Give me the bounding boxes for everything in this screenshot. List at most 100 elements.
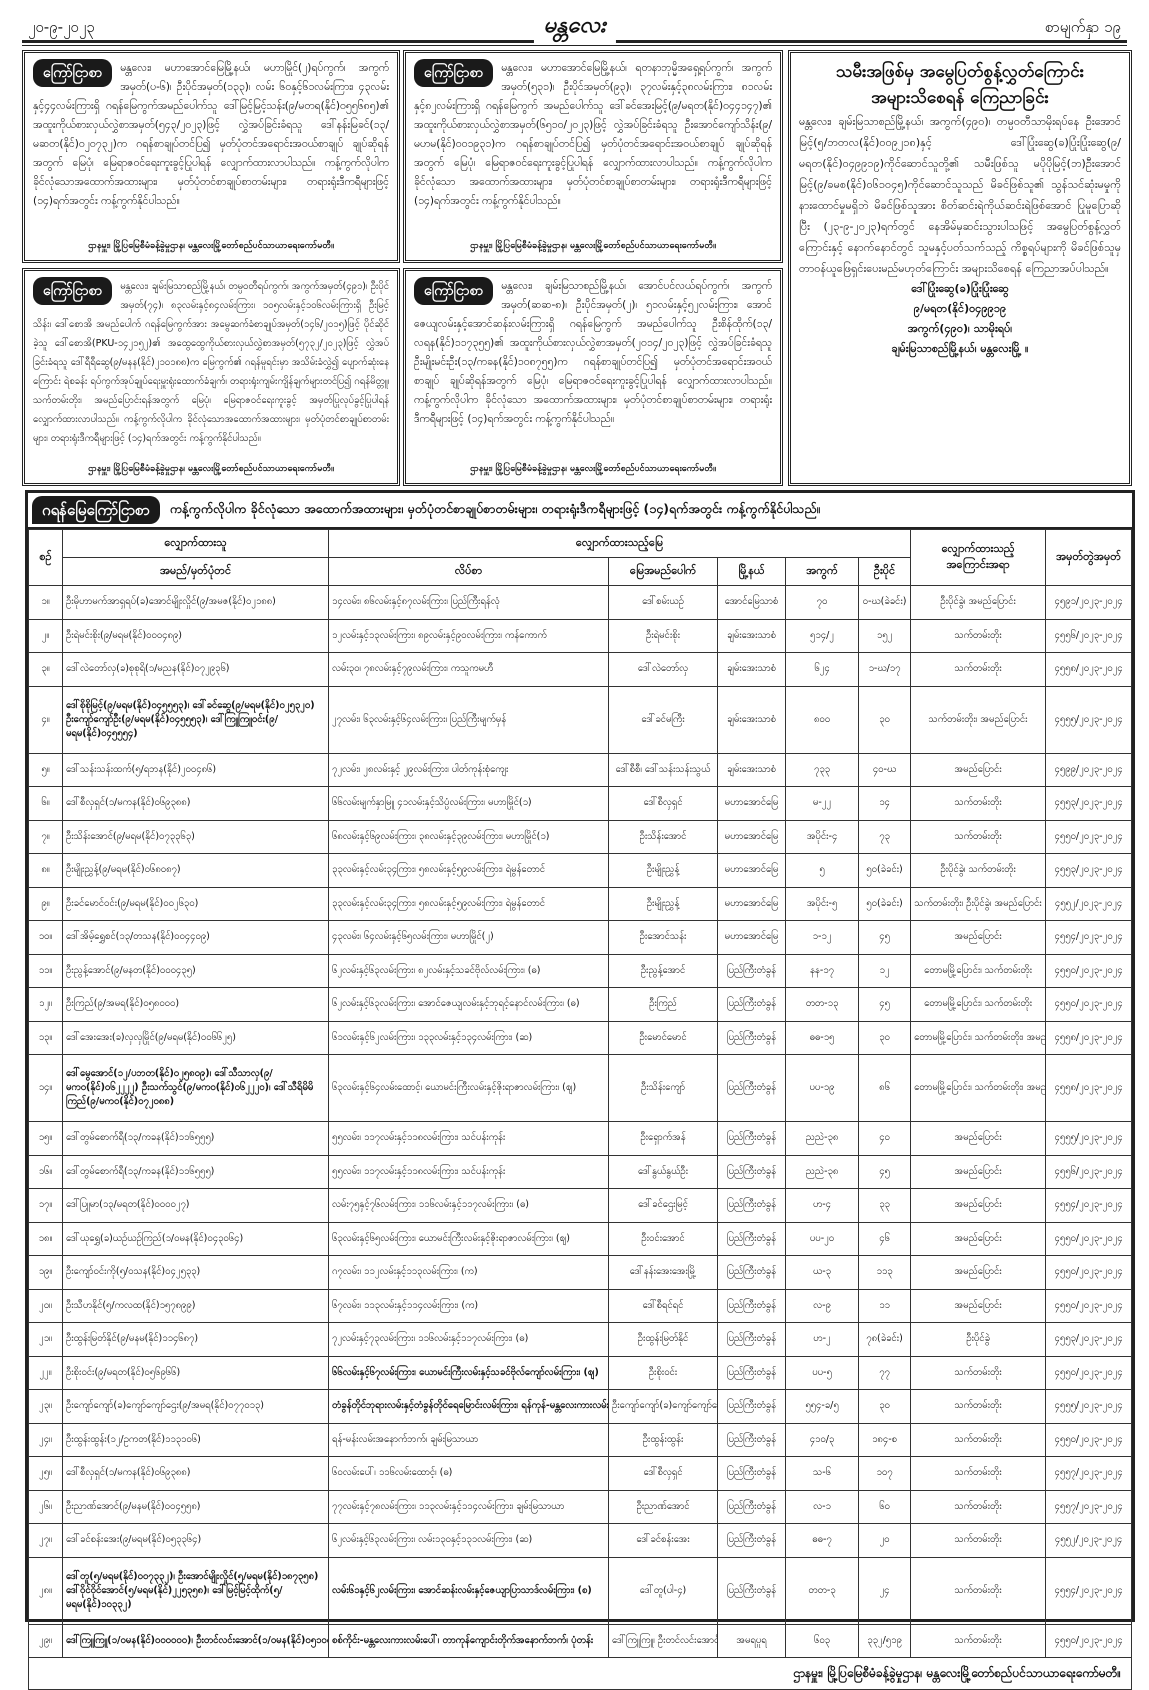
- row-no: ၂၂။: [28, 1355, 63, 1390]
- notice-badge: ကြော်ငြာစာ: [414, 59, 494, 87]
- table-row: ၁၆။ ဒေါ်တွမ်စောက်ရီ(၁၃/ကခန(နိုင်)၁၁၆၅၅၅) ၅…: [28, 1154, 1132, 1189]
- plot-no: ၁၄: [857, 786, 912, 821]
- applicant-name: ဒေါ်အိမ့်ရွှေစင်(၁၃/တသန(နိုင်)၀၀၄၄၀၉): [62, 920, 329, 955]
- page-header: ၂၀-၉-၂၀၂၃ မန္တလေး စာမျက်နှာ ၁၉: [22, 10, 1127, 46]
- block-no: ပပ-၂၀: [785, 1221, 859, 1256]
- registration-no: ၄၅၅၀/၂၀၂၃-၂၀၂၄: [1045, 987, 1132, 1022]
- grant-owner: ဒေါ်နွယ်နွယ်ဦး: [608, 1154, 718, 1189]
- reason: သက်တမ်းတိုး: [910, 1456, 1047, 1491]
- section-header: ဂရန်မြေကြော်ငြာစာ ကန့်ကွက်လိုပါက ခိုင်လု…: [28, 493, 1132, 529]
- block-no: အပိုင်း-၄: [785, 819, 859, 854]
- township: မဟာအောင်မြေ: [717, 853, 786, 888]
- row-no: ၂၃။: [28, 1389, 63, 1424]
- reason: အမည်ပြောင်း: [910, 1288, 1047, 1323]
- row-no: ၁၃။: [28, 1020, 63, 1055]
- registration-no: ၄၅၅၃/၂၀၂၃-၂၀၂၄: [1045, 1322, 1132, 1357]
- block-no: ၅၁၄/၂: [785, 618, 859, 653]
- address: လမ်း၆၁နှင့်၆၂လမ်းကြား၊ အောင်ဆန်းလမ်းနှင့…: [328, 1556, 609, 1625]
- reason: ဦးပိုင်ခွဲ၊ သက်တမ်းတိုး: [910, 853, 1047, 888]
- address: လမ်း၃၀၊ ၇၈လမ်းနှင့်၇၉လမ်းကြား၊ ကသူကမဟီ: [328, 652, 609, 687]
- col-reason-label: အကြောင်းအရာ: [946, 557, 1010, 571]
- grant-owner: ဦးထွန်းမြတ်နိုင်: [608, 1322, 718, 1357]
- address: ၁၂လမ်းနှင့်၁၃လမ်းကြား၊ ၈၉လမ်းနှင့်၉၀လမ်း…: [328, 618, 609, 653]
- township: ပြည်ကြီးတံခွန်: [717, 1121, 786, 1156]
- row-no: ၃။: [28, 652, 63, 687]
- block-no: ၅၅၄-ခ/၅: [785, 1389, 859, 1424]
- table-row: ၁၄။ ဒေါ်မွေအောင်(၁၂/ပဘတ(နိုင်)၀၂၅၈၀၉)၊ ဒေ…: [28, 1054, 1132, 1122]
- col-applicant: လျှောက်ထားသူ: [62, 529, 329, 558]
- block-no: ၁-၁၂: [785, 920, 859, 955]
- registration-no: ၄၅၅၇/၂၀၂၃-၂၀၂၄: [1045, 1456, 1132, 1491]
- plot-no: ၄၅: [857, 920, 912, 955]
- row-no: ၆။: [28, 786, 63, 821]
- table-row: ၂၁။ ဦးထွန်းမြတ်နိုင်(၉/မနမ(နိုင်)၁၁၄၆၈၇) ၇…: [28, 1322, 1132, 1357]
- township: ပြည်ကြီးတံခွန်: [717, 1288, 786, 1323]
- grant-owner: ဒေါ်ခင်စန်းအေး: [608, 1523, 718, 1558]
- township: ပြည်ကြီးတံခွန်: [717, 1523, 786, 1558]
- grant-owner: ဒေါ်ခင်ဌေးမြင့်: [608, 1188, 718, 1223]
- notice-body: မန္တလေး၊ ချမ်းမြသာစည်မြို့နယ်၊ တမ္ပဝတီရပ…: [33, 281, 389, 444]
- township: ပြည်ကြီးတံခွန်: [717, 1054, 786, 1122]
- plot-no: ၃၀: [857, 685, 912, 754]
- address: ၅၅လမ်း၊ ၁၁၇လမ်းနှင့်၁၁၈လမ်းကြား၊ သင်ပန်း…: [328, 1121, 609, 1156]
- block-no: ၅: [785, 853, 859, 888]
- row-no: ၂၁။: [28, 1322, 63, 1357]
- notice-footer: ဌာနမှူး၊ မြို့ပြမြေစီမံခန့်ခွဲမှုဌာန၊ မန…: [88, 464, 334, 474]
- township: ပြည်ကြီးတံခွန်: [717, 987, 786, 1022]
- applicant-name: ဦးမျိုးညွှန့်(၉/မရမ(နိုင်)၀၆၈၀၈၇): [62, 853, 329, 888]
- applicant-name: ဦးကြည်(၉/အမရ(နိုင်)၀၅၈၀၀၀): [62, 987, 329, 1022]
- registration-no: ၄၅၅၇/၂၀၂၃-၂၀၂၄: [1045, 1489, 1132, 1524]
- block-no: ဟ-၄: [785, 1188, 859, 1223]
- grant-owner: ဦးမျိုးညွှန့်: [608, 853, 718, 888]
- applicant-name: ဒေါ်စီလှရှင်(၁/မကန(နိုင်)၀၆၉၃၈၈): [62, 1456, 329, 1491]
- address: လမ်း၇၅နှင့်၇၆လမ်းကြား၊ ၁၁၆လမ်းနှင့်၁၁၇လမ…: [328, 1188, 609, 1223]
- col-land: လျှောက်ထားသည့်မြေ: [327, 529, 912, 558]
- address: ၄၃လမ်း၊ ၆၄လမ်းနှင့်၆၅လမ်းကြား၊ မဟာမြိုင်…: [328, 920, 609, 955]
- block-no: သ-၆: [785, 1456, 859, 1491]
- table-row: ၅။ ဒေါ်သန်းသန်းထက်(၅/ရဘန(နိုင်)၂၀၀၄၈၆) ၇၂လ…: [28, 752, 1132, 787]
- reason: အမည်ပြောင်း: [910, 1255, 1047, 1290]
- plot-no: ၆၀: [857, 1489, 912, 1524]
- applicant-name: ဦးကျော်ကျော်(ခ)ကျော်ကျော်ဌေး(၉/အမရ(နိုင်…: [62, 1389, 329, 1424]
- township: ပြည်ကြီးတံခွန်: [717, 953, 786, 988]
- col-no: စဉ်: [28, 529, 63, 586]
- row-no: ၁၀။: [28, 920, 63, 955]
- table-row: ၂၀။ ဦးသီဟနိုင်(၅/ကလထ(နိုင်)၁၅၇၈၉၉) ၆၇လမ်း၊…: [28, 1288, 1132, 1323]
- row-no: ၉။: [28, 886, 63, 921]
- registration-no: ၄၅၅၀/၂၀၂၃-၂၀၂၄: [1045, 1355, 1132, 1390]
- notice-footer: ဌာနမှူး၊ မြို့ပြမြေစီမံခန့်ခွဲမှုဌာန၊ မန…: [88, 241, 334, 251]
- address: ရန်-မန်းလမ်းအနောက်ဘက်၊ ချမ်းမြသာယာ: [328, 1422, 609, 1457]
- block-no: ညညဲ-၃၈: [785, 1154, 859, 1189]
- row-no: ၁၆။: [28, 1154, 63, 1189]
- address: ၆၁လမ်းနှင့်၆၂လမ်းကြား၊ ၁၃၃လမ်းနှင့်၁၃၄လမ…: [328, 1020, 609, 1055]
- row-no: ၁၈။: [28, 1221, 63, 1256]
- grant-owner: ဦးမျိုးညွှန့်: [608, 886, 718, 921]
- township: ပြည်ကြီးတံခွန်: [717, 1456, 786, 1491]
- address: ၆၈လမ်းနှင့်၆၉လမ်းကြား၊ ၃၈လမ်းနှင့်၃၉လမ်း…: [328, 819, 609, 854]
- registration-no: ၄၅၅၅/၂၀၂၃-၂၀၂၄: [1045, 1121, 1132, 1156]
- table-row: ၄။ ဒေါ်စိုစိုမြင့်(၉/မရမ(နိုင်)၀၄၅၅၅၃)၊ ဒ…: [28, 685, 1132, 754]
- township: မဟာအောင်မြေ: [717, 886, 786, 921]
- plot-no: ၅၀(ခဲခင်း): [857, 853, 912, 888]
- address: စစ်ကိုင်း-မန္တလေးကားလမ်းပေါ်၊ တာကုန်ကျော…: [328, 1623, 609, 1658]
- table-row: ၉။ ဦးခင်မောင်ဝင်း(၉/မရမ(နိုင်)၀၀၂၆၃၀) ၃၃လမ…: [28, 886, 1132, 921]
- col-township: မြို့နယ်: [717, 557, 786, 586]
- signature-name: ဒေါ်ပြုံးဆွေ(ခ)ပြုံးပြုံးဆွေ: [911, 282, 1009, 295]
- address: ဂ၇လမ်း၊ ၁၁၂လမ်းနှင့်၁၁၃လမ်းကြား၊ (က): [328, 1255, 609, 1290]
- township: အောင်မြေသာစံ: [717, 585, 786, 620]
- col-regno: အမှတ်တွဲအမှတ်: [1045, 529, 1132, 586]
- registration-no: ၄၅၅၆/၂၀၂၃-၂၀၂၄: [1045, 1154, 1132, 1189]
- notice-body: မန္တလေး၊ ချမ်းမြသာစည်မြို့နယ်၊ အကွက်(၄၉၀…: [799, 115, 1121, 275]
- row-no: ၇။: [28, 819, 63, 854]
- reason: တောမမြို့ပြောင်း၊ သက်တမ်းတိုး၊ အမည်ပြောင…: [910, 1054, 1047, 1122]
- row-no: ၁၄။: [28, 1054, 63, 1122]
- applicant-name: ဒေါ်သန်းသန်းထက်(၅/ရဘန(နိုင်)၂၀၀၄၈၆): [62, 752, 329, 787]
- row-no: ၁။: [28, 585, 63, 620]
- applicant-name: ဦးထွန်းထွန်း(၁၂/ဥကတ(နိုင်)၁၁၃၁၀၆): [62, 1422, 329, 1457]
- applicant-name: ဒေါ်မွေအောင်(၁၂/ပဘတ(နိုင်)၀၂၅၈၀၉)၊ ဒေါ်သ…: [62, 1054, 329, 1122]
- plot-no: ၄၆: [857, 1221, 912, 1256]
- plot-no: ၀-ဃ(ခဲခင်း): [857, 585, 912, 620]
- township: ပြည်ကြီးတံခွန်: [717, 1154, 786, 1189]
- reason: သက်တမ်းတိုး: [910, 819, 1047, 854]
- address: ၆၇လမ်း၊ ၁၁၃လမ်းနှင့်၁၁၄လမ်းကြား၊ (က): [328, 1288, 609, 1323]
